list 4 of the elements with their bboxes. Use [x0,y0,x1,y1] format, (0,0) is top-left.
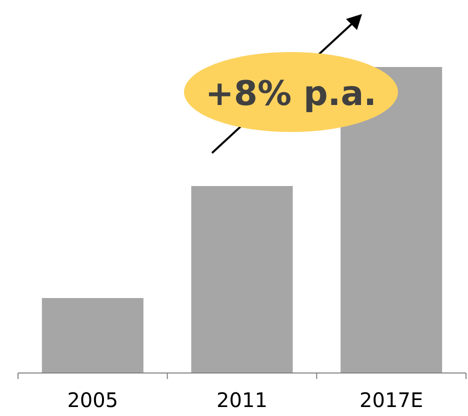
x-tick-label: 2017E [360,388,424,412]
x-tick-label: 2005 [67,388,118,412]
x-tick-label: 2011 [216,388,268,412]
annotation: +8% p.a. [205,74,377,114]
